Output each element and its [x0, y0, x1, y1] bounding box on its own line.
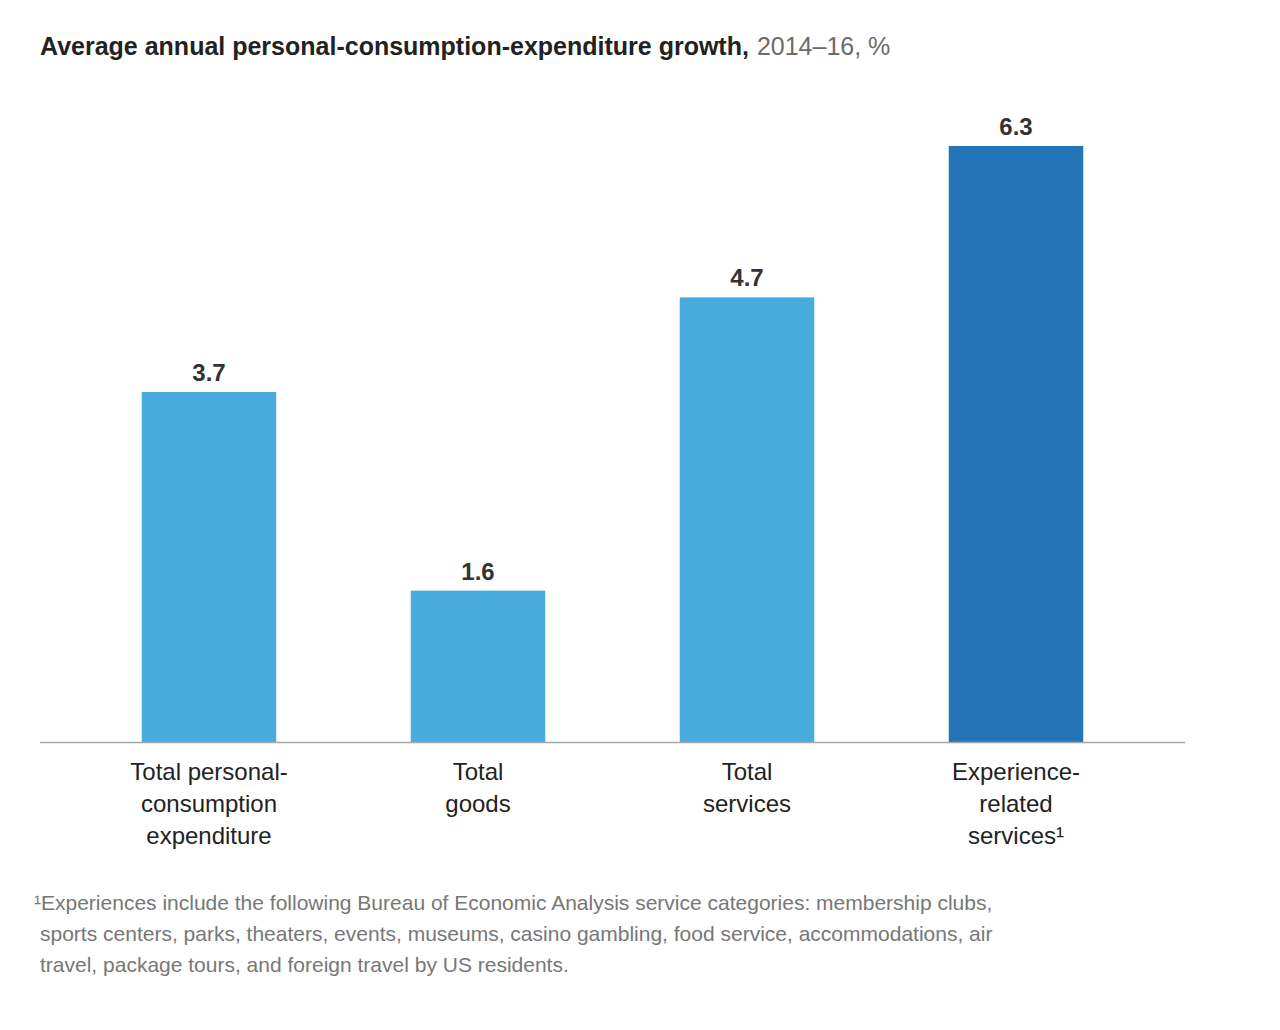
x-tick-label-line: Total — [453, 758, 504, 785]
x-tick-label: Total services — [703, 758, 791, 817]
bar — [411, 591, 546, 742]
data-label: 4.7 — [730, 264, 763, 291]
footnote-line: travel, package tours, and foreign trave… — [40, 953, 569, 976]
x-tick-label-line: goods — [445, 790, 510, 817]
bars — [142, 146, 1084, 742]
data-label: 6.3 — [999, 113, 1032, 140]
x-tick-label-line: related — [979, 790, 1052, 817]
x-axis-line — [40, 742, 1185, 744]
x-tick: Total services — [703, 742, 791, 817]
x-tick: Total personal-consumption expenditure — [130, 742, 287, 849]
bar — [142, 392, 277, 742]
x-tick-label-line: services¹ — [968, 822, 1064, 849]
x-tick-label-line: services — [703, 790, 791, 817]
footnote: ¹Experiences include the following Burea… — [34, 891, 992, 976]
x-axis: Total personal-consumptionexpenditureTot… — [40, 742, 1185, 849]
x-tick-label-line: expenditure — [146, 822, 271, 849]
x-tick-label-line: Experience- — [952, 758, 1080, 785]
footnote-line: sports centers, parks, theaters, events,… — [40, 922, 992, 945]
data-label: 3.7 — [192, 359, 225, 386]
x-tick-label-line: consumption — [141, 790, 277, 817]
chart-subtitle: 2014–16, % — [757, 32, 890, 60]
x-tick: Total goods — [445, 742, 510, 817]
data-label: 1.6 — [461, 558, 494, 585]
data-labels: 3.7 1.6 4.7 6.3 — [192, 113, 1032, 585]
x-tick-label-line: Total personal- — [130, 758, 287, 785]
footnote-line: ¹Experiences include the following Burea… — [34, 891, 992, 914]
bar — [949, 146, 1084, 742]
x-tick-label-line: Total — [722, 758, 773, 785]
chart-title: Average annual personal-consumption-expe… — [40, 32, 749, 60]
bar — [680, 297, 815, 742]
x-tick-label: Experience-related services¹ — [952, 758, 1080, 849]
x-tick: Experience-related services¹ — [952, 742, 1080, 849]
x-tick-label: Total goods — [445, 758, 510, 817]
x-tick-label: Total personal-consumption expenditure — [130, 758, 287, 849]
